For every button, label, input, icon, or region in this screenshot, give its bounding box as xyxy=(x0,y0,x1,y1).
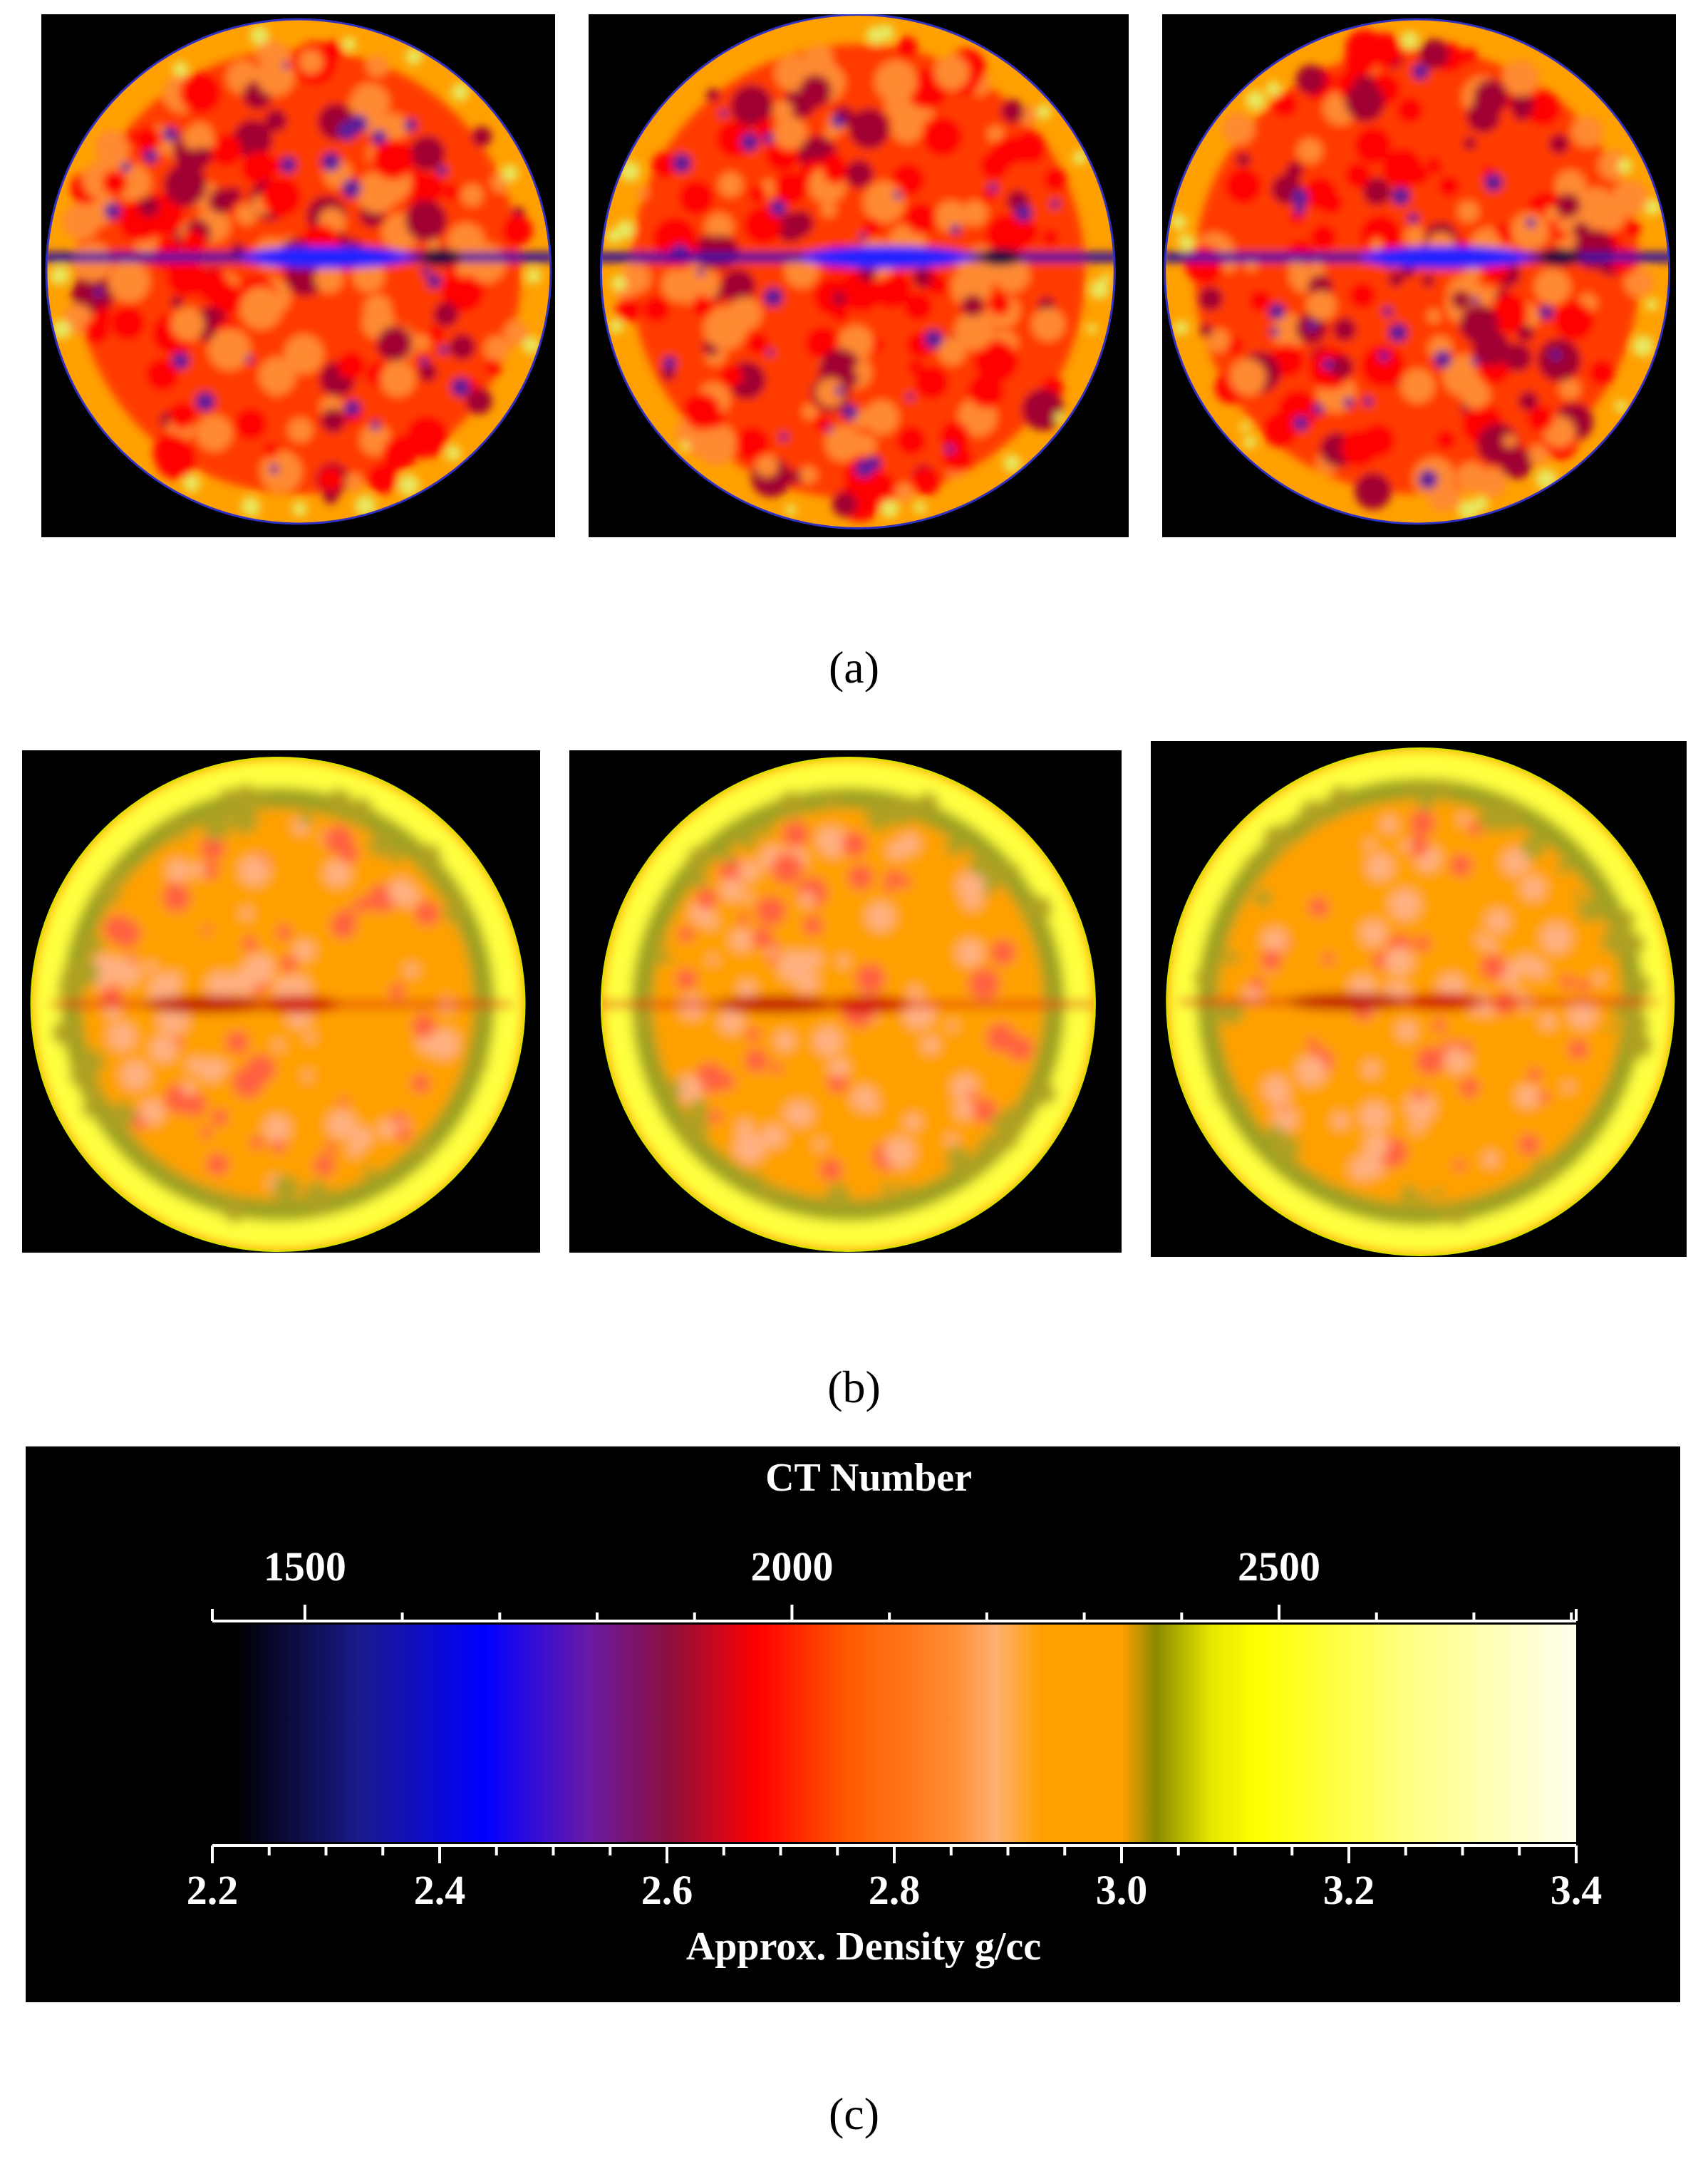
density-tick-label: 2.6 xyxy=(641,1867,693,1913)
scan-a2 xyxy=(589,14,1129,537)
scan-a1 xyxy=(41,14,555,537)
ct-scan-image xyxy=(600,757,1096,1252)
caption-c: (c) xyxy=(828,2088,880,2139)
ct-number-tick-label: 1500 xyxy=(264,1543,346,1590)
scan-b2 xyxy=(569,750,1122,1253)
ct-scan-image xyxy=(599,14,1116,529)
ct-scan-image xyxy=(30,757,526,1252)
ct-scan-image xyxy=(45,18,552,525)
ct-number-title: CT Number xyxy=(765,1456,972,1500)
ct-color-scale: CT Number 1500 2000 2500 2.2 2.4 2.6 2.8 3.0 3.… xyxy=(26,1446,1680,2002)
scan-a3 xyxy=(1162,14,1676,537)
density-tick-label: 2.2 xyxy=(187,1867,239,1913)
density-tick-label: 2.8 xyxy=(869,1867,921,1913)
density-tick-label: 2.4 xyxy=(414,1867,466,1913)
caption-b: (b) xyxy=(827,1362,881,1412)
density-tick-label: 3.2 xyxy=(1323,1867,1375,1913)
caption-a: (a) xyxy=(828,642,880,693)
scan-b1 xyxy=(22,750,540,1253)
ct-scan-image xyxy=(1164,18,1671,525)
ct-number-tick-label: 2000 xyxy=(750,1543,833,1590)
ct-number-tick-label: 2500 xyxy=(1238,1543,1320,1590)
scan-b3 xyxy=(1151,741,1687,1257)
ct-scan-image xyxy=(1166,747,1675,1256)
density-tick-label: 3.4 xyxy=(1551,1867,1603,1913)
density-title: Approx. Density g/cc xyxy=(686,1925,1041,1969)
color-gradient-bar xyxy=(212,1625,1576,1842)
density-tick-label: 3.0 xyxy=(1096,1867,1148,1913)
